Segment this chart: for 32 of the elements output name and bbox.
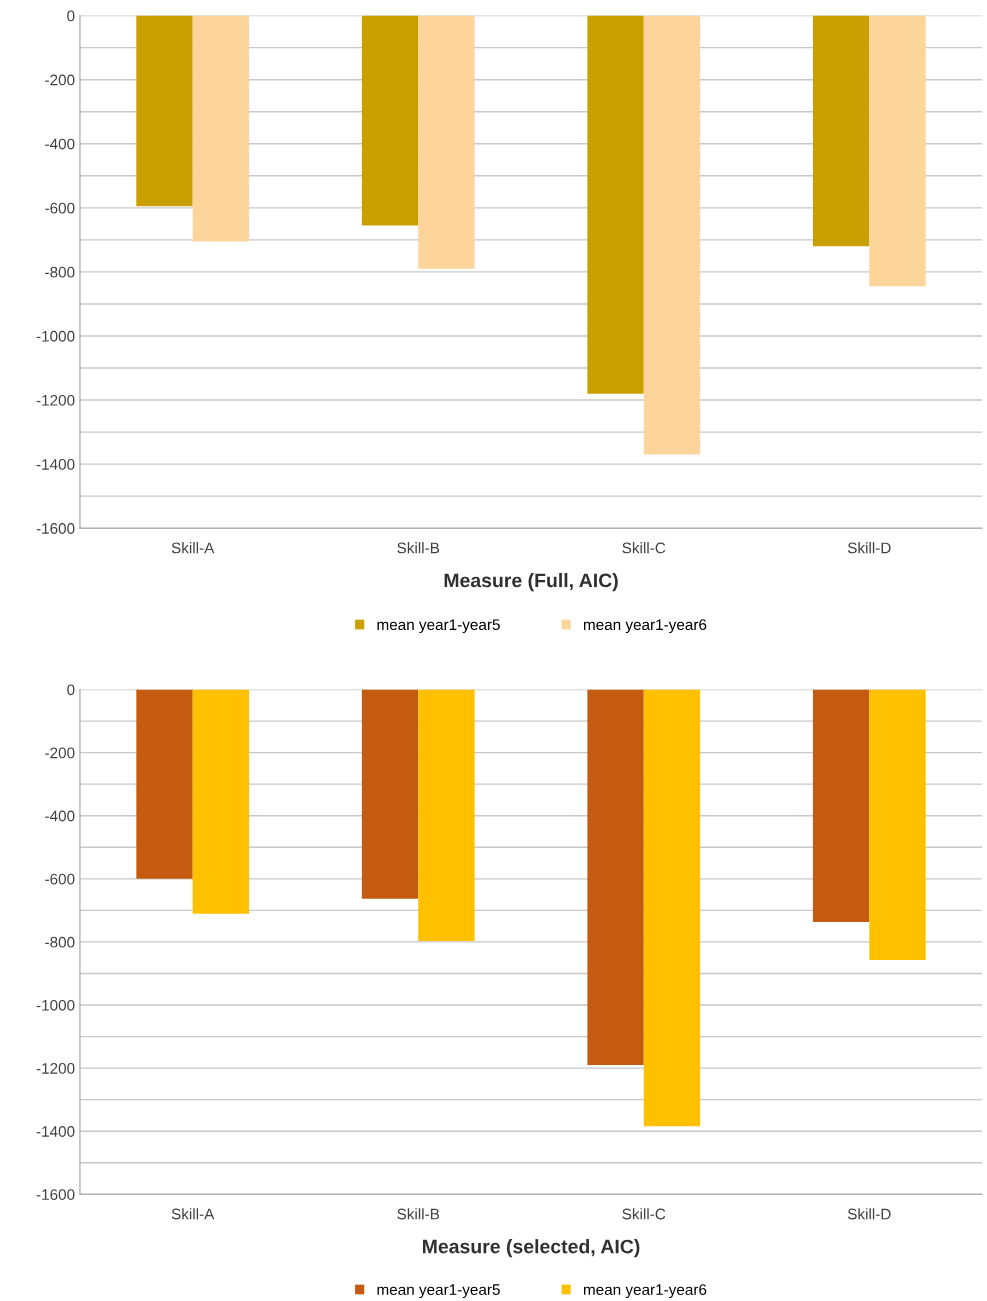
legend-label: mean year1-year5 <box>377 619 500 634</box>
x-axis-title: Measure (selected, AIC) <box>423 1239 640 1258</box>
x-tick-label: Skill-C <box>622 542 666 554</box>
y-tick-label: -1600 <box>36 1189 75 1200</box>
y-tick-label: -400 <box>45 810 75 822</box>
y-tick-label: -1400 <box>36 459 75 470</box>
y-tick-label: -1000 <box>36 330 75 342</box>
legend-label: mean year1-year5 <box>377 1284 500 1299</box>
x-tick-label: Skill-A <box>171 542 215 554</box>
y-tick-label: -200 <box>45 74 75 86</box>
y-tick-label: -600 <box>45 202 75 214</box>
x-tick-label: Skill-A <box>171 1208 215 1220</box>
legend-label: mean year1-year6 <box>583 1284 707 1299</box>
y-tick-label: -600 <box>45 873 75 885</box>
y-tick-label: -800 <box>45 936 75 948</box>
y-tick-label: -1400 <box>36 1126 75 1137</box>
x-axis-title: Measure (Full, AIC) <box>444 573 618 592</box>
x-tick-label: Skill-B <box>397 542 440 554</box>
x-tick-label: Skill-C <box>622 1208 666 1220</box>
legend-label: mean year1-year6 <box>583 619 707 634</box>
x-tick-label: Skill-B <box>397 1208 440 1220</box>
y-tick-label: -1000 <box>36 999 75 1011</box>
y-tick-label: -800 <box>45 266 75 278</box>
y-tick-label: -1600 <box>36 523 75 534</box>
y-tick-label: 0 <box>67 10 75 22</box>
y-tick-label: -1200 <box>36 1062 75 1074</box>
x-tick-label: Skill-D <box>847 542 891 554</box>
y-tick-label: -400 <box>45 138 75 150</box>
y-tick-label: 0 <box>67 684 75 696</box>
y-tick-label: -200 <box>45 747 75 759</box>
x-tick-label: Skill-D <box>847 1208 891 1220</box>
y-tick-label: -1200 <box>36 394 75 406</box>
